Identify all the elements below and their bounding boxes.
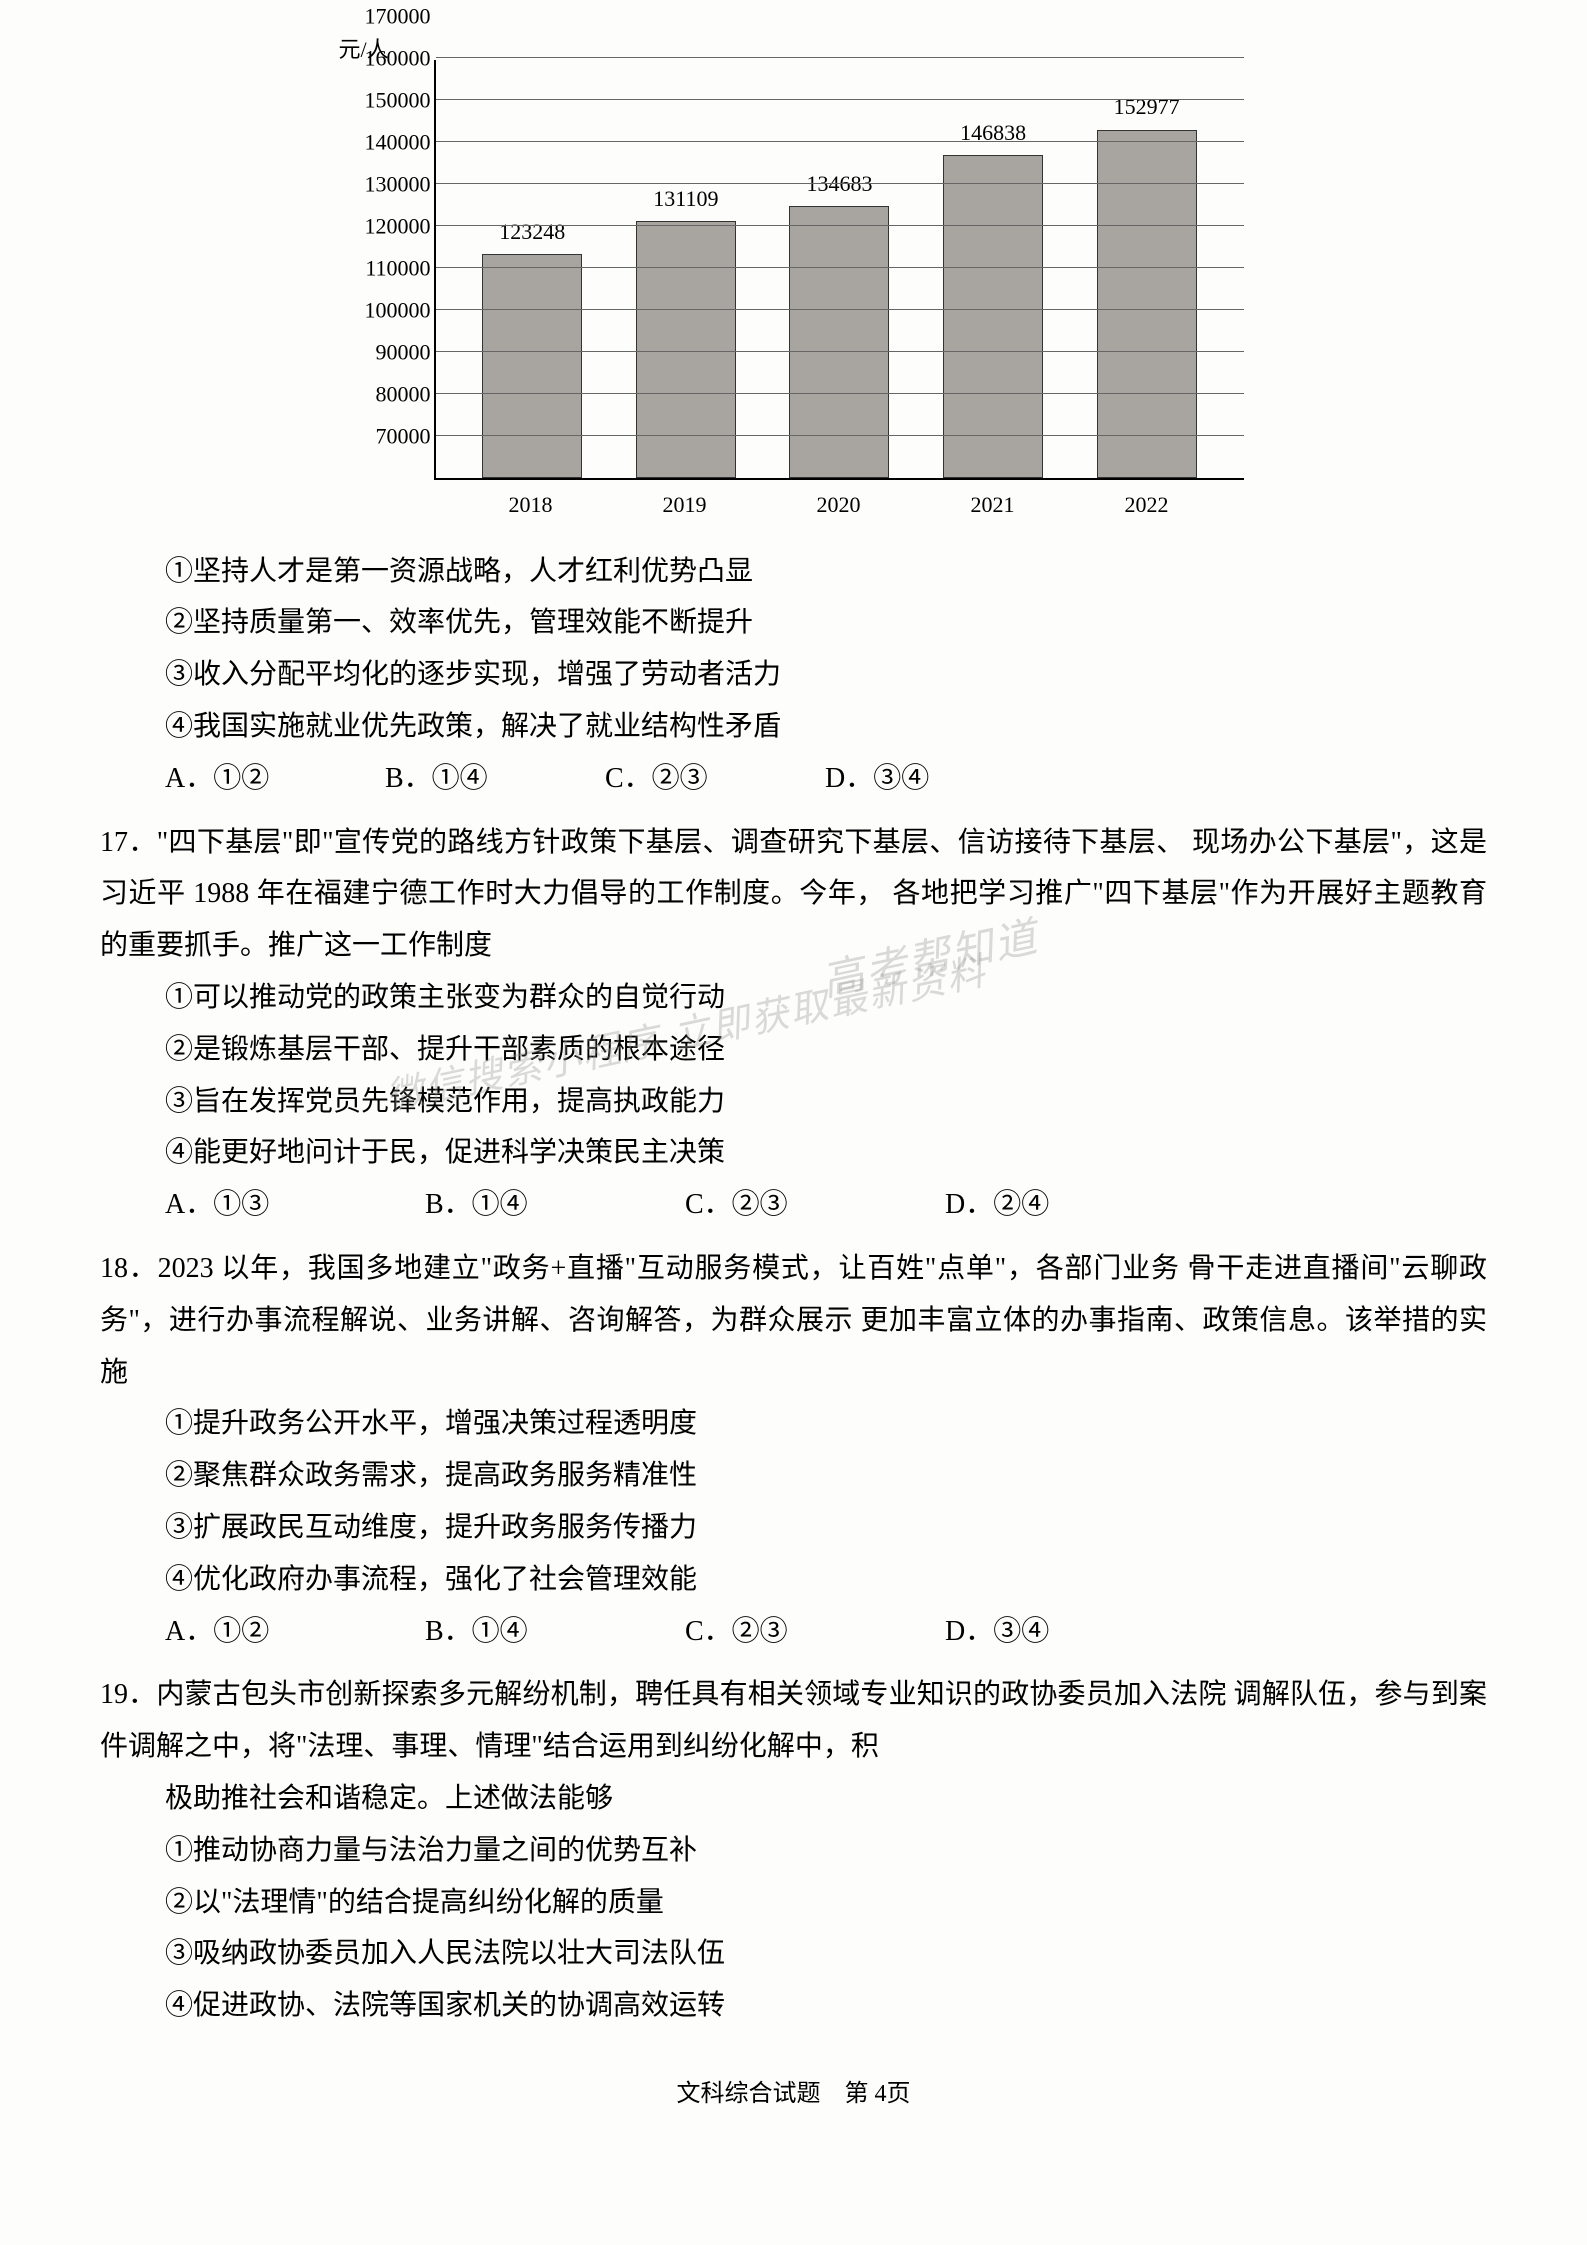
grid-line <box>436 393 1244 394</box>
grid-line <box>436 309 1244 310</box>
y-tick: 130000 <box>346 165 431 206</box>
x-tick-label: 2020 <box>784 485 894 526</box>
x-tick-label: 2022 <box>1092 485 1202 526</box>
grid-line <box>436 351 1244 352</box>
q17-item-1: ①可以推动党的政策主张变为群众的自觉行动 <box>100 972 1487 1024</box>
q16-item-1: ①坚持人才是第一资源战略，人才红利优势凸显 <box>100 546 1487 598</box>
bar-value-label: 131109 <box>653 179 718 220</box>
x-axis-labels: 2018 2019 2020 2021 2022 <box>434 480 1244 526</box>
q16-option-c: C．②③ <box>605 753 825 805</box>
y-tick: 150000 <box>346 81 431 122</box>
q18-options: A．①② B．①④ C．②③ D．③④ <box>100 1606 1487 1658</box>
q18-item-4: ④优化政府办事流程，强化了社会管理效能 <box>100 1554 1487 1606</box>
bar-group: 131109 <box>631 179 741 478</box>
x-tick-label: 2019 <box>630 485 740 526</box>
y-tick: 100000 <box>346 291 431 332</box>
q16-item-3: ③收入分配平均化的逐步实现，增强了劳动者活力 <box>100 649 1487 701</box>
grid-line <box>436 99 1244 100</box>
bar <box>943 155 1043 478</box>
q17-item-4: ④能更好地问计于民，促进科学决策民主决策 <box>100 1127 1487 1179</box>
q18-item-2: ②聚焦群众政务需求，提高政务服务精准性 <box>100 1450 1487 1502</box>
y-tick: 110000 <box>346 249 431 290</box>
bar-chart: 123248131109134683146838152977 700008000… <box>434 60 1244 480</box>
q17-option-b: B．①④ <box>425 1179 685 1231</box>
x-tick-label: 2021 <box>938 485 1048 526</box>
q18-option-b: B．①④ <box>425 1606 685 1658</box>
bar-group: 152977 <box>1092 87 1202 478</box>
bar <box>1097 130 1197 479</box>
q19-item-3: ③吸纳政协委员加入人民法院以壮大司法队伍 <box>100 1928 1487 1980</box>
q16-option-d: D．③④ <box>825 753 1045 805</box>
q17-options: A．①③ B．①④ C．②③ D．②④ <box>100 1179 1487 1231</box>
q18-item-1: ①提升政务公开水平，增强决策过程透明度 <box>100 1398 1487 1450</box>
bars-area: 123248 131109 134683 146838 152977 <box>436 60 1244 478</box>
q19-items: ①推动协商力量与法治力量之间的优势互补 ②以"法理情"的结合提高纠纷化解的质量 … <box>100 1825 1487 2032</box>
q19-stem-cont: 极助推社会和谐稳定。上述做法能够 <box>100 1773 1487 1825</box>
bar-value-label: 123248 <box>499 212 565 253</box>
y-tick: 170000 <box>346 0 431 38</box>
q16-options: A．①② B．①④ C．②③ D．③④ <box>100 753 1487 805</box>
bar-value-label: 134683 <box>806 164 872 205</box>
q18-item-3: ③扩展政民互动维度，提升政务服务传播力 <box>100 1502 1487 1554</box>
y-tick: 120000 <box>346 207 431 248</box>
q17-items: ①可以推动党的政策主张变为群众的自觉行动 ②是锻炼基层干部、提升干部素质的根本途… <box>100 972 1487 1179</box>
bar-chart-container: 元/人 123248131109134683146838152977 70000… <box>344 60 1244 526</box>
q16-item-2: ②坚持质量第一、效率优先，管理效能不断提升 <box>100 597 1487 649</box>
bar-group: 134683 <box>784 164 894 478</box>
q19-item-2: ②以"法理情"的结合提高纠纷化解的质量 <box>100 1877 1487 1929</box>
grid-line <box>436 141 1244 142</box>
grid-line <box>436 225 1244 226</box>
q18-items: ①提升政务公开水平，增强决策过程透明度 ②聚焦群众政务需求，提高政务服务精准性 … <box>100 1398 1487 1605</box>
page-content: 元/人 123248131109134683146838152977 70000… <box>100 60 1487 2116</box>
q16-item-4: ④我国实施就业优先政策，解决了就业结构性矛盾 <box>100 701 1487 753</box>
q19-stem: 19．内蒙古包头市创新探索多元解纷机制，聘任具有相关领域专业知识的政协委员加入法… <box>100 1669 1487 1773</box>
q19-item-4: ④促进政协、法院等国家机关的协调高效运转 <box>100 1980 1487 2032</box>
q17-option-d: D．②④ <box>945 1179 1205 1231</box>
q17-stem: 17．"四下基层"即"宣传党的路线方针政策下基层、调查研究下基层、信访接待下基层… <box>100 817 1487 972</box>
q16-option-a: A．①② <box>165 753 385 805</box>
q17-item-2: ②是锻炼基层干部、提升干部素质的根本途径 <box>100 1024 1487 1076</box>
q17-item-3: ③旨在发挥党员先锋模范作用，提高执政能力 <box>100 1076 1487 1128</box>
q16-items: ①坚持人才是第一资源战略，人才红利优势凸显 ②坚持质量第一、效率优先，管理效能不… <box>100 546 1487 753</box>
bar <box>789 206 889 478</box>
y-tick: 160000 <box>346 39 431 80</box>
grid-line <box>436 435 1244 436</box>
y-tick: 80000 <box>346 375 431 416</box>
q16-option-b: B．①④ <box>385 753 605 805</box>
q18-option-c: C．②③ <box>685 1606 945 1658</box>
bar-value-label: 146838 <box>960 113 1026 154</box>
y-tick: 90000 <box>346 333 431 374</box>
q18-option-d: D．③④ <box>945 1606 1205 1658</box>
bar <box>482 254 582 478</box>
q17-option-c: C．②③ <box>685 1179 945 1231</box>
q19-item-1: ①推动协商力量与法治力量之间的优势互补 <box>100 1825 1487 1877</box>
bar-group: 146838 <box>938 113 1048 478</box>
grid-line <box>436 183 1244 184</box>
q18-option-a: A．①② <box>165 1606 425 1658</box>
bar-group: 123248 <box>477 212 587 478</box>
q18-stem: 18．2023 以年，我国多地建立"政务+直播"互动服务模式，让百姓"点单"，各… <box>100 1243 1487 1398</box>
q17-option-a: A．①③ <box>165 1179 425 1231</box>
grid-line <box>436 267 1244 268</box>
bar-value-label: 152977 <box>1114 87 1180 128</box>
x-tick-label: 2018 <box>476 485 586 526</box>
y-tick: 70000 <box>346 417 431 458</box>
grid-line <box>436 57 1244 58</box>
page-footer: 文科综合试题 第 4页 <box>100 2072 1487 2116</box>
y-tick: 140000 <box>346 123 431 164</box>
bar <box>636 221 736 478</box>
